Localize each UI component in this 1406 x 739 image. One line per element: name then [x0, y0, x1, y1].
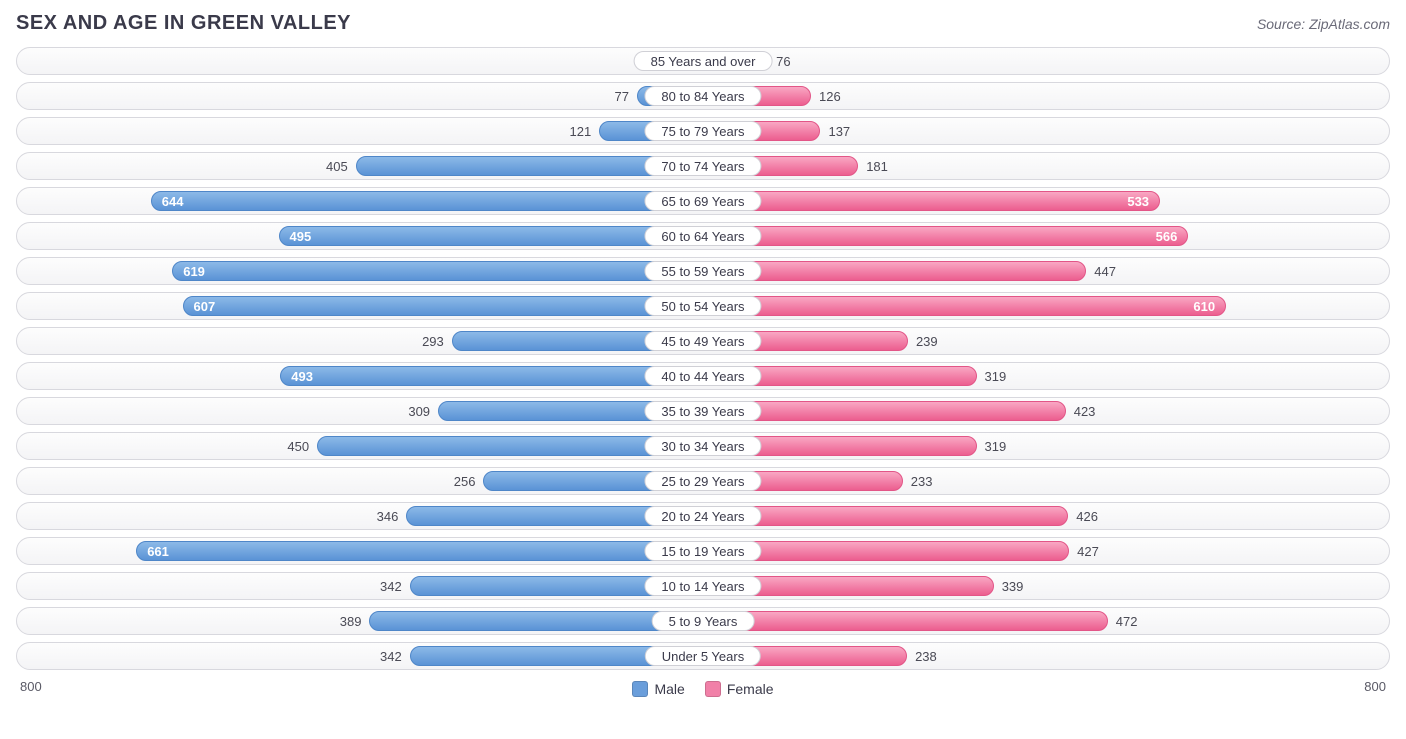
- legend-item-female: Female: [705, 681, 774, 697]
- male-bar: 644: [151, 191, 703, 211]
- female-bar: [703, 611, 1108, 631]
- age-group-label: 5 to 9 Years: [652, 611, 755, 631]
- male-value: 121: [570, 118, 600, 144]
- female-value: 423: [1066, 398, 1096, 424]
- female-value: 319: [977, 363, 1007, 389]
- female-value: 181: [858, 153, 888, 179]
- legend-label-female: Female: [727, 681, 774, 697]
- pyramid-row: 661 427 15 to 19 Years: [16, 537, 1390, 565]
- age-group-label: 10 to 14 Years: [644, 576, 761, 596]
- male-value: 77: [615, 83, 637, 109]
- male-value: 346: [377, 503, 407, 529]
- female-bar: 566: [703, 226, 1188, 246]
- male-bar: 493: [280, 366, 703, 386]
- male-bar: 495: [279, 226, 703, 246]
- male-bar: 661: [136, 541, 703, 561]
- age-group-label: 65 to 69 Years: [644, 191, 761, 211]
- female-value: 427: [1069, 538, 1099, 564]
- age-group-label: 35 to 39 Years: [644, 401, 761, 421]
- legend: Male Female: [632, 681, 773, 697]
- pyramid-row: 342 339 10 to 14 Years: [16, 572, 1390, 600]
- chart-title: SEX AND AGE IN GREEN VALLEY: [16, 12, 351, 35]
- male-value: 293: [422, 328, 452, 354]
- pyramid-row: 342 238 Under 5 Years: [16, 642, 1390, 670]
- age-group-label: 60 to 64 Years: [644, 226, 761, 246]
- male-value: 405: [326, 153, 356, 179]
- male-bar: 619: [172, 261, 703, 281]
- pyramid-row: 495 566 60 to 64 Years: [16, 222, 1390, 250]
- female-value: 610: [1183, 299, 1225, 314]
- pyramid-row: 77 126 80 to 84 Years: [16, 82, 1390, 110]
- female-value: 137: [820, 118, 850, 144]
- female-value: 233: [903, 468, 933, 494]
- pyramid-row: 644 533 65 to 69 Years: [16, 187, 1390, 215]
- female-value: 126: [811, 83, 841, 109]
- x-axis: 800 Male Female 800: [16, 677, 1390, 697]
- pyramid-row: 207685 Years and over: [16, 47, 1390, 75]
- chart-source: Source: ZipAtlas.com: [1257, 16, 1390, 32]
- source-prefix: Source:: [1257, 16, 1309, 32]
- pyramid-row: 293 239 45 to 49 Years: [16, 327, 1390, 355]
- female-swatch-icon: [705, 681, 721, 697]
- female-bar: 533: [703, 191, 1160, 211]
- female-value: 339: [994, 573, 1024, 599]
- chart-header: SEX AND AGE IN GREEN VALLEY Source: ZipA…: [16, 12, 1390, 35]
- age-group-label: 85 Years and over: [634, 51, 773, 71]
- age-group-label: 55 to 59 Years: [644, 261, 761, 281]
- age-group-label: 20 to 24 Years: [644, 506, 761, 526]
- male-value: 342: [380, 573, 410, 599]
- legend-label-male: Male: [654, 681, 684, 697]
- age-group-label: Under 5 Years: [645, 646, 761, 666]
- axis-max-left: 800: [20, 679, 42, 697]
- female-value: 472: [1108, 608, 1138, 634]
- male-bar: 607: [183, 296, 704, 316]
- age-group-label: 70 to 74 Years: [644, 156, 761, 176]
- male-value: 644: [152, 194, 194, 209]
- pyramid-row: 493 319 40 to 44 Years: [16, 362, 1390, 390]
- male-value: 661: [137, 544, 179, 559]
- male-value: 619: [173, 264, 215, 279]
- age-group-label: 45 to 49 Years: [644, 331, 761, 351]
- age-group-label: 30 to 34 Years: [644, 436, 761, 456]
- pyramid-row: 619 447 55 to 59 Years: [16, 257, 1390, 285]
- male-value: 495: [280, 229, 322, 244]
- pyramid-row: 346 426 20 to 24 Years: [16, 502, 1390, 530]
- pyramid-row: 607 610 50 to 54 Years: [16, 292, 1390, 320]
- female-value: 447: [1086, 258, 1116, 284]
- age-group-label: 25 to 29 Years: [644, 471, 761, 491]
- pyramid-row: 121 137 75 to 79 Years: [16, 117, 1390, 145]
- female-bar: 610: [703, 296, 1226, 316]
- age-group-label: 50 to 54 Years: [644, 296, 761, 316]
- legend-item-male: Male: [632, 681, 684, 697]
- source-name: ZipAtlas.com: [1309, 16, 1390, 32]
- male-value: 309: [408, 398, 438, 424]
- female-value: 319: [977, 433, 1007, 459]
- population-pyramid-chart: 207685 Years and over 77 126 80 to 84 Years…: [16, 47, 1390, 670]
- pyramid-row: 256 233 25 to 29 Years: [16, 467, 1390, 495]
- pyramid-row: 405 181 70 to 74 Years: [16, 152, 1390, 180]
- age-group-label: 80 to 84 Years: [644, 86, 761, 106]
- axis-max-right: 800: [1364, 679, 1386, 697]
- female-value: 533: [1117, 194, 1159, 209]
- male-value: 389: [340, 608, 370, 634]
- male-value: 450: [287, 433, 317, 459]
- age-group-label: 40 to 44 Years: [644, 366, 761, 386]
- male-value: 256: [454, 468, 484, 494]
- male-swatch-icon: [632, 681, 648, 697]
- female-value: 566: [1146, 229, 1188, 244]
- age-group-label: 75 to 79 Years: [644, 121, 761, 141]
- pyramid-row: 309 423 35 to 39 Years: [16, 397, 1390, 425]
- pyramid-row: 389 472 5 to 9 Years: [16, 607, 1390, 635]
- age-group-label: 15 to 19 Years: [644, 541, 761, 561]
- female-value: 239: [908, 328, 938, 354]
- pyramid-row: 450 319 30 to 34 Years: [16, 432, 1390, 460]
- female-value: 426: [1068, 503, 1098, 529]
- male-value: 493: [281, 369, 323, 384]
- male-value: 342: [380, 643, 410, 669]
- male-value: 607: [184, 299, 226, 314]
- female-value: 238: [907, 643, 937, 669]
